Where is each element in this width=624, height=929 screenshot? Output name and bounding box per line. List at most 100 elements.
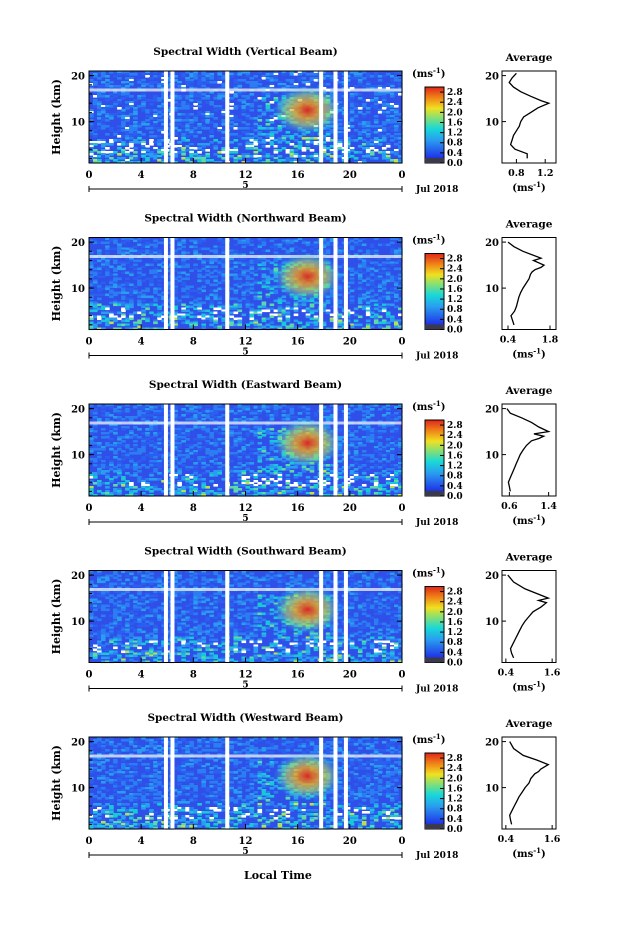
heatmap-cell <box>273 145 279 148</box>
heatmap-cell <box>261 263 267 267</box>
heatmap-cell <box>173 418 178 421</box>
heatmap-cell <box>189 239 194 243</box>
heatmap-cell <box>193 462 198 465</box>
heatmap-cell <box>345 430 351 433</box>
heatmap-cell <box>365 295 371 299</box>
heatmap-cell <box>137 267 142 271</box>
heatmap-cell <box>390 279 395 283</box>
heatmap-cell <box>221 424 226 427</box>
heatmap-cell <box>97 85 102 88</box>
heatmap-cell <box>281 71 287 74</box>
heatmap-cell <box>141 450 146 453</box>
heatmap-cell <box>245 418 251 421</box>
heatmap-cell <box>325 476 331 479</box>
heatmap-cell <box>265 77 271 80</box>
heatmap-cell <box>253 420 259 423</box>
heatmap-cell <box>153 95 158 98</box>
heatmap-cell <box>213 289 218 293</box>
heatmap-cell <box>97 117 102 120</box>
heatmap-cell <box>177 97 182 100</box>
heatmap-cell <box>121 125 126 128</box>
heatmap-cell <box>269 442 275 445</box>
heatmap-cell <box>281 159 287 162</box>
heatmap-cell <box>93 267 98 271</box>
heatmap-cell <box>321 251 327 255</box>
heatmap-cell <box>117 291 122 295</box>
heatmap-cell <box>357 454 363 457</box>
heatmap-cell <box>377 299 383 303</box>
heatmap-cell <box>273 309 279 313</box>
heatmap-cell <box>125 83 130 86</box>
heatmap-cell <box>173 153 178 156</box>
heatmap-cell <box>221 129 226 132</box>
heatmap-cell <box>197 81 202 84</box>
heatmap-cell <box>221 432 226 435</box>
heatmap-cell <box>257 137 263 140</box>
heatmap-cell <box>398 75 403 78</box>
heatmap-cell <box>245 143 251 146</box>
heatmap-cell <box>181 295 186 299</box>
heatmap-cell <box>357 442 363 445</box>
heatmap-cell <box>133 416 138 419</box>
heatmap-cell <box>185 71 190 74</box>
heatmap-cell <box>97 490 102 493</box>
heatmap-cell <box>153 321 158 325</box>
heatmap-cell <box>113 317 118 321</box>
heatmap-cell <box>245 287 251 291</box>
heatmap-cell <box>145 111 150 114</box>
heatmap-cell <box>185 412 190 415</box>
heatmap-cell <box>149 426 154 429</box>
heatmap-cell <box>369 99 375 102</box>
heatmap-cell <box>249 452 255 455</box>
heatmap-cell <box>89 271 94 275</box>
heatmap-cell <box>133 263 138 267</box>
heatmap-cell <box>181 95 186 98</box>
heatmap-cell <box>117 438 122 441</box>
heatmap-cell <box>193 484 198 487</box>
heatmap-cell <box>305 412 311 415</box>
heatmap-cell <box>349 325 355 329</box>
heatmap-cell <box>390 263 395 267</box>
heatmap-cell <box>273 412 279 415</box>
heatmap-cell <box>285 482 291 485</box>
heatmap-cell <box>205 115 210 118</box>
heatmap-cell <box>373 321 379 325</box>
heatmap-cell <box>277 139 283 142</box>
heatmap-cell <box>381 121 387 124</box>
heatmap-cell <box>394 474 399 477</box>
heatmap-cell <box>273 91 279 94</box>
heatmap-cell <box>377 484 383 487</box>
heatmap-cell <box>297 412 303 415</box>
heatmap-cell <box>185 293 190 297</box>
heatmap-cell <box>365 267 371 271</box>
heatmap-cell <box>177 484 182 487</box>
heatmap-cell <box>245 277 251 281</box>
heatmap-cell <box>217 105 222 108</box>
heatmap-cell <box>113 428 118 431</box>
heatmap-cell <box>245 95 251 98</box>
heatmap-cell <box>125 117 130 120</box>
heatmap-cell <box>109 301 114 305</box>
heatmap-cell <box>377 243 383 247</box>
heatmap-cell <box>349 267 355 271</box>
heatmap-cell <box>157 442 162 445</box>
heatmap-cell <box>185 454 190 457</box>
heatmap-cell <box>101 319 106 323</box>
heatmap-cell <box>301 161 307 164</box>
heatmap-cell <box>377 424 383 427</box>
heatmap-cell <box>93 281 98 285</box>
heatmap-cell <box>394 119 399 122</box>
heatmap-cell <box>97 155 102 158</box>
heatmap-cell <box>89 143 94 146</box>
heatmap-cell <box>173 476 178 479</box>
heatmap-cell <box>241 257 247 261</box>
heatmap-cell <box>189 450 194 453</box>
heatmap-cell <box>309 317 315 321</box>
heatmap-cell <box>117 468 122 471</box>
heatmap-cell <box>157 418 162 421</box>
heatmap-cell <box>153 454 158 457</box>
heatmap-cell <box>373 119 379 122</box>
heatmap-cell <box>113 301 118 305</box>
heatmap-cell <box>273 285 279 289</box>
heatmap-cell <box>337 323 343 327</box>
